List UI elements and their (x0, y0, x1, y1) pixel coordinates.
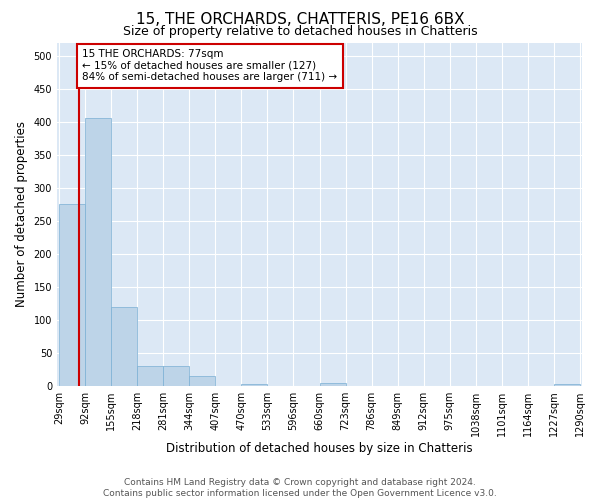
Bar (320, 382, 346, 386)
Bar (163, 366, 189, 386)
Y-axis label: Number of detached properties: Number of detached properties (15, 121, 28, 307)
Bar (59, 204, 85, 386)
Text: Size of property relative to detached houses in Chatteris: Size of property relative to detached ho… (122, 25, 478, 38)
Text: Contains HM Land Registry data © Crown copyright and database right 2024.
Contai: Contains HM Land Registry data © Crown c… (103, 478, 497, 498)
Bar (189, 376, 215, 386)
Text: 15, THE ORCHARDS, CHATTERIS, PE16 6BX: 15, THE ORCHARDS, CHATTERIS, PE16 6BX (136, 12, 464, 28)
Bar (554, 384, 580, 386)
Text: 15 THE ORCHARDS: 77sqm
← 15% of detached houses are smaller (127)
84% of semi-de: 15 THE ORCHARDS: 77sqm ← 15% of detached… (82, 49, 337, 82)
Bar (111, 306, 137, 386)
Bar (241, 384, 267, 386)
Bar (85, 118, 111, 386)
X-axis label: Distribution of detached houses by size in Chatteris: Distribution of detached houses by size … (166, 442, 473, 455)
Bar (137, 366, 163, 386)
